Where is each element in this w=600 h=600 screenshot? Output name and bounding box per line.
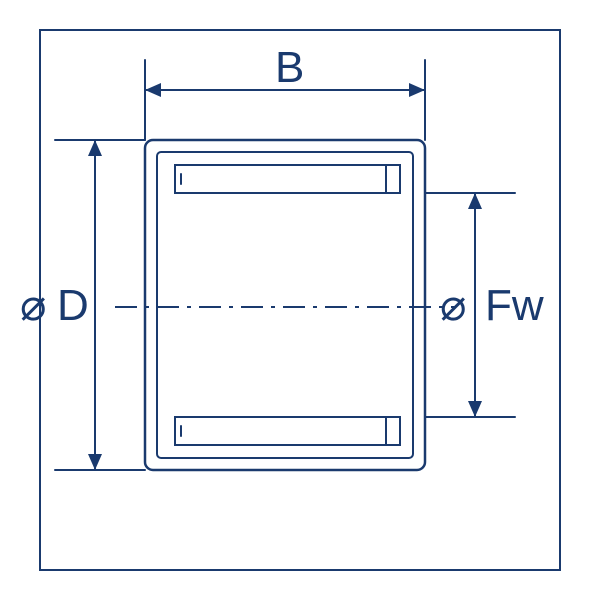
diameter-symbol-d: ⌀	[20, 281, 47, 330]
dim-label-fw: Fw	[485, 281, 544, 330]
bearing-cross-section-diagram: B⌀D⌀Fw	[0, 0, 600, 600]
diameter-symbol-fw: ⌀	[440, 281, 467, 330]
dim-label-b: B	[275, 43, 304, 92]
dim-label-d: D	[57, 281, 89, 330]
